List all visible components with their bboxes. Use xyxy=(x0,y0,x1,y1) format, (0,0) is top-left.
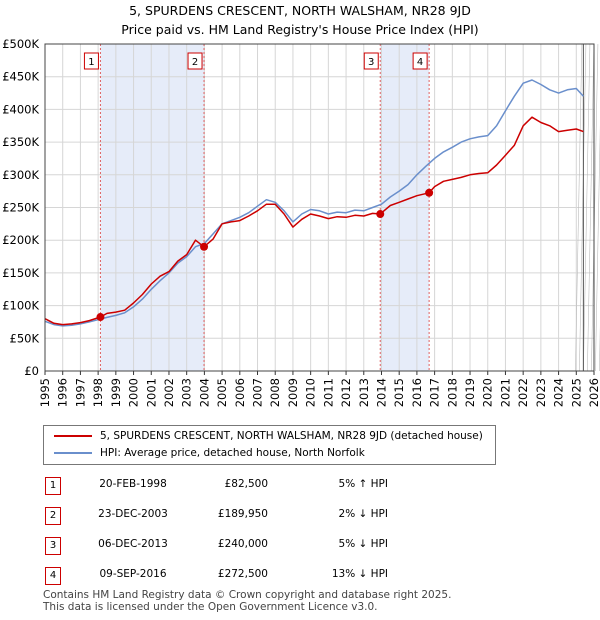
projection-hatch xyxy=(575,43,583,372)
sale-marker-box xyxy=(187,52,203,70)
x-tick-label: 1996 xyxy=(56,378,70,407)
sale-price: £82,500 xyxy=(224,478,268,490)
price-chart: 5, SPURDENS CRESCENT, NORTH WALSHAM, NR2… xyxy=(2,3,600,407)
x-tick-label: 2004 xyxy=(197,378,211,407)
sale-number-badge: 2 xyxy=(45,507,61,525)
sale-price: £272,500 xyxy=(217,568,268,580)
sale-hpi-diff: 2% ↓ HPI xyxy=(338,508,388,520)
sale-marker-box xyxy=(363,52,379,70)
sale-date: 06-DEC-2013 xyxy=(98,538,168,550)
sale-marker-label: 4 xyxy=(417,57,423,68)
sale-number-badge: 4 xyxy=(45,567,61,585)
sale-row: 4 09-SEP-2016 £272,500 13% ↓ HPI xyxy=(43,562,483,592)
sale-point xyxy=(425,188,434,197)
legend: 5, SPURDENS CRESCENT, NORTH WALSHAM, NR2… xyxy=(43,425,496,465)
x-tick-label: 2023 xyxy=(534,378,548,407)
sale-row: 2 23-DEC-2003 £189,950 2% ↓ HPI xyxy=(43,502,483,532)
x-tick-label: 2018 xyxy=(445,378,459,407)
x-tick-label: 1998 xyxy=(91,378,105,407)
x-tick-label: 2025 xyxy=(569,378,583,407)
y-tick-label: £50K xyxy=(10,331,40,345)
y-tick-label: £350K xyxy=(2,135,39,149)
x-tick-label: 2021 xyxy=(498,378,512,407)
x-tick-label: 2008 xyxy=(268,378,282,407)
attribution-line-2: This data is licensed under the Open Gov… xyxy=(43,601,378,613)
legend-swatch-property xyxy=(54,435,92,437)
legend-label-hpi: HPI: Average price, detached house, Nort… xyxy=(100,447,365,459)
sale-marker-box xyxy=(412,52,428,70)
x-tick-label: 2015 xyxy=(392,378,406,407)
legend-swatch-hpi xyxy=(54,452,92,454)
x-tick-label: 2006 xyxy=(233,378,247,407)
sale-number-badge: 3 xyxy=(45,537,61,555)
plot-frame xyxy=(44,43,595,372)
x-tick-label: 1995 xyxy=(38,378,52,407)
sale-marker-label: 2 xyxy=(192,57,198,68)
sale-date: 20-FEB-1998 xyxy=(99,478,167,490)
legend-label-property: 5, SPURDENS CRESCENT, NORTH WALSHAM, NR2… xyxy=(100,430,483,442)
projection-hatch xyxy=(583,43,591,372)
x-tick-label: 2007 xyxy=(251,378,265,407)
sale-row: 1 20-FEB-1998 £82,500 5% ↑ HPI xyxy=(43,472,483,502)
sale-hpi-diff: 5% ↓ HPI xyxy=(338,538,388,550)
y-tick-label: £400K xyxy=(2,102,39,116)
sale-point xyxy=(96,313,105,322)
chart-subtitle: Price paid vs. HM Land Registry's House … xyxy=(121,22,478,37)
y-tick-label: £100K xyxy=(2,299,39,313)
sale-point xyxy=(200,242,209,251)
x-tick-label: 2024 xyxy=(552,378,566,407)
x-tick-label: 2000 xyxy=(127,378,141,407)
y-tick-label: £150K xyxy=(2,266,39,280)
attribution-line-1: Contains HM Land Registry data © Crown c… xyxy=(43,589,452,601)
y-tick-label: £200K xyxy=(2,233,39,247)
x-tick-label: 2017 xyxy=(428,378,442,407)
y-tick-label: £300K xyxy=(2,168,39,182)
sale-marker-box xyxy=(83,52,99,70)
sales-table: 1 20-FEB-1998 £82,500 5% ↑ HPI 2 23-DEC-… xyxy=(43,472,483,592)
y-tick-label: £0 xyxy=(24,364,39,378)
sale-price: £240,000 xyxy=(217,538,268,550)
sale-marker-label: 3 xyxy=(368,57,374,68)
x-tick-label: 1999 xyxy=(109,378,123,407)
projection-hatch xyxy=(591,43,599,372)
projection-hatch xyxy=(579,43,587,372)
sale-point xyxy=(376,210,385,219)
sale-price: £189,950 xyxy=(217,508,268,520)
sale-marker-label: 1 xyxy=(88,57,94,68)
sale-row: 3 06-DEC-2013 £240,000 5% ↓ HPI xyxy=(43,532,483,562)
x-tick-label: 2003 xyxy=(180,378,194,407)
projection-hatch xyxy=(587,43,595,372)
x-tick-label: 2013 xyxy=(357,378,371,407)
series-line xyxy=(44,79,584,327)
y-tick-label: £500K xyxy=(2,37,39,51)
x-tick-label: 2012 xyxy=(339,378,353,407)
sale-number-badge: 1 xyxy=(45,477,61,495)
x-tick-label: 1997 xyxy=(73,378,87,407)
sale-hpi-diff: 5% ↑ HPI xyxy=(338,478,388,490)
x-tick-label: 2026 xyxy=(587,378,600,407)
x-tick-label: 2016 xyxy=(410,378,424,407)
x-tick-label: 2011 xyxy=(321,378,335,407)
y-tick-label: £250K xyxy=(2,201,39,215)
x-tick-label: 2022 xyxy=(516,378,530,407)
projection-hatch xyxy=(595,124,600,372)
x-tick-label: 2002 xyxy=(162,378,176,407)
x-tick-label: 2014 xyxy=(374,378,388,407)
sale-date: 09-SEP-2016 xyxy=(99,568,167,580)
x-tick-label: 2020 xyxy=(481,378,495,407)
sale-hpi-diff: 13% ↓ HPI xyxy=(331,568,388,580)
sale-date: 23-DEC-2003 xyxy=(98,508,168,520)
series-line xyxy=(44,116,584,326)
x-tick-label: 2009 xyxy=(286,378,300,407)
chart-title: 5, SPURDENS CRESCENT, NORTH WALSHAM, NR2… xyxy=(129,3,471,18)
attribution-footer: Contains HM Land Registry data © Crown c… xyxy=(43,589,451,613)
y-tick-label: £450K xyxy=(2,70,39,84)
x-tick-label: 2005 xyxy=(215,378,229,407)
x-tick-label: 2019 xyxy=(463,378,477,407)
x-tick-label: 2010 xyxy=(304,378,318,407)
x-tick-label: 2001 xyxy=(144,378,158,407)
